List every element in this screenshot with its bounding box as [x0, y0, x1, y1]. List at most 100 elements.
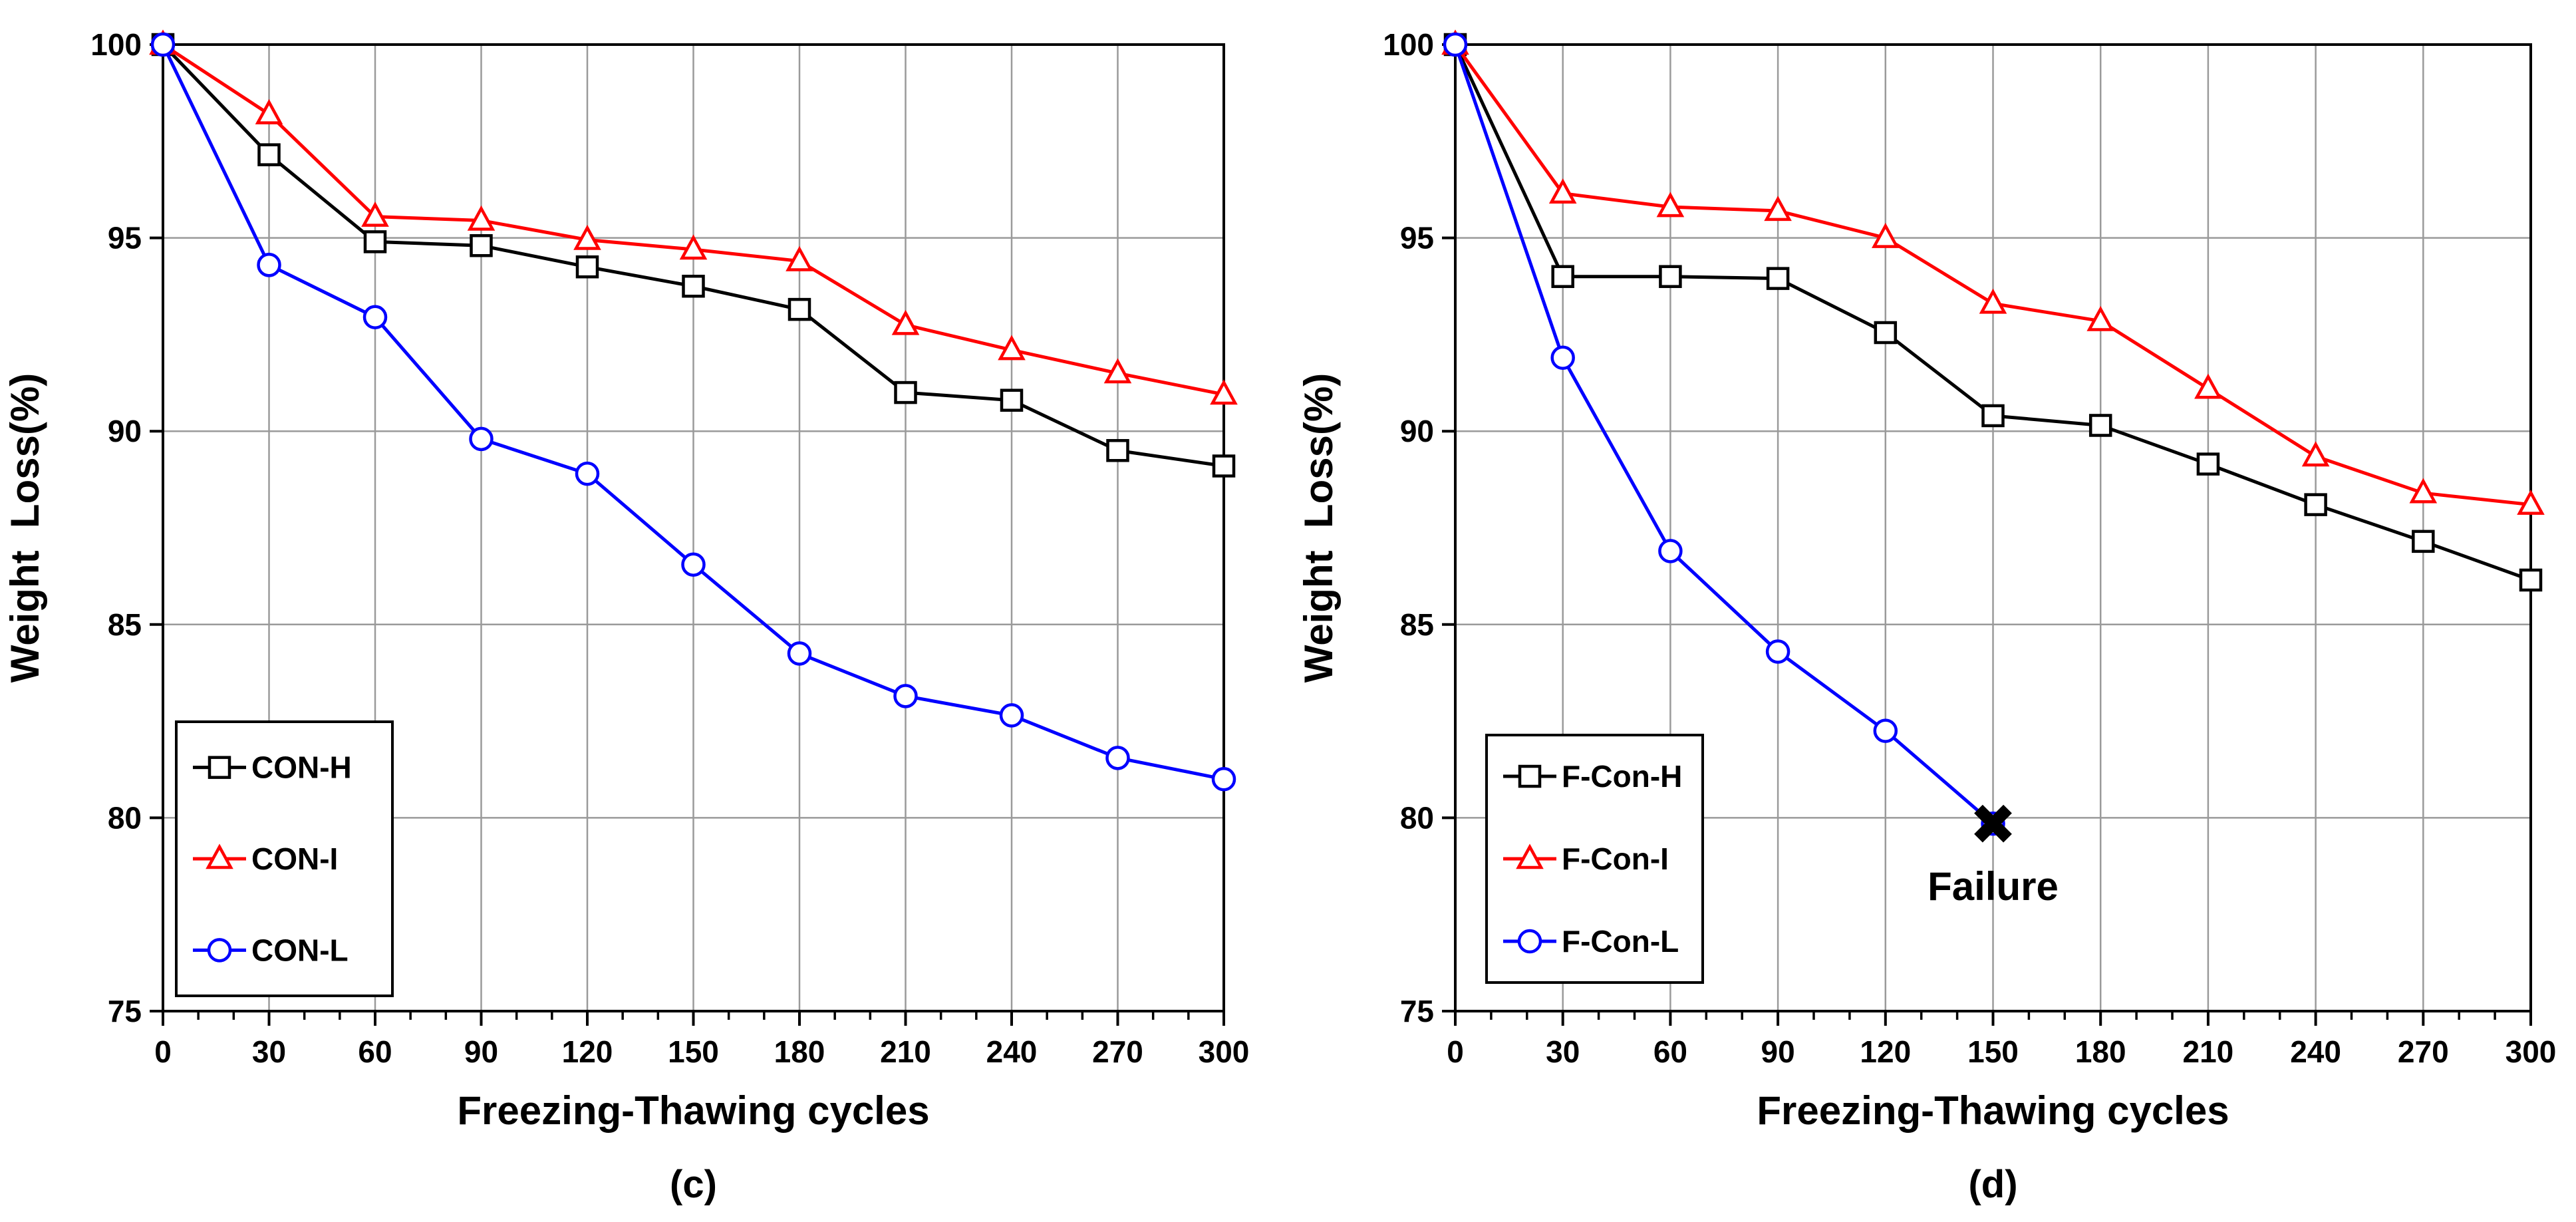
x-tick-label: 30 — [1546, 1034, 1580, 1069]
data-point — [1443, 32, 1468, 57]
data-point — [575, 255, 599, 279]
data-point — [1874, 321, 1898, 345]
y-tick-label: 100 — [90, 27, 142, 62]
data-point — [1764, 196, 1792, 222]
data-point — [2086, 305, 2114, 331]
x-tick-label: 0 — [154, 1034, 172, 1069]
x-tick-label: 150 — [1967, 1034, 2019, 1069]
x-tick-label: 120 — [1860, 1034, 1911, 1069]
panel-label: (d) — [1968, 1163, 2017, 1206]
data-point — [1212, 454, 1236, 478]
failure-annotation: Failure — [1928, 804, 2059, 909]
y-axis-title: Weight Loss(%) — [3, 373, 47, 683]
x-axis-title: Freezing-Thawing cycles — [1757, 1088, 2229, 1133]
x-tick-label: 300 — [1199, 1034, 1250, 1069]
data-point — [1103, 358, 1132, 384]
y-tick-label: 85 — [1400, 607, 1434, 642]
data-point — [2196, 452, 2220, 476]
legend: CON-H CON-I CON-L — [175, 720, 394, 997]
data-point — [999, 703, 1024, 728]
data-point — [1211, 767, 1236, 792]
legend-label: F-Con-H — [1562, 759, 1682, 794]
series-con-i — [149, 29, 1238, 405]
y-tick-label: 75 — [108, 994, 142, 1028]
data-point — [2304, 493, 2327, 516]
x-tick-label: 0 — [1447, 1034, 1464, 1069]
legend-label: CON-H — [251, 750, 352, 785]
x-tick-label: 180 — [774, 1034, 825, 1069]
x-tick-label: 60 — [1653, 1034, 1687, 1069]
data-point — [363, 230, 387, 253]
data-point — [362, 305, 388, 329]
x-tick-label: 30 — [252, 1034, 286, 1069]
data-point — [787, 641, 812, 666]
y-tick-label: 90 — [108, 414, 142, 448]
data-point — [1656, 192, 1685, 218]
data-point — [469, 426, 494, 452]
data-point — [1000, 388, 1024, 412]
data-point — [787, 297, 811, 321]
data-point — [1659, 265, 1682, 288]
series-line — [1453, 44, 1995, 826]
data-point — [150, 32, 176, 57]
data-point — [257, 143, 281, 166]
data-point — [679, 234, 708, 260]
y-tick-label: 100 — [1383, 27, 1434, 62]
series-con-h — [151, 33, 1236, 478]
data-point — [470, 233, 493, 257]
data-point — [1551, 265, 1574, 288]
data-point — [1658, 539, 1683, 563]
data-point — [2194, 373, 2222, 399]
x-tick-label: 90 — [464, 1034, 498, 1069]
legend-marker — [1516, 843, 1544, 869]
data-point — [786, 245, 813, 271]
chart-panel-1: 0 30 60 90 120 150 180 210 240 270 300 75 80 85 90 95 10… — [1296, 27, 2556, 1206]
data-point — [891, 309, 920, 335]
y-tick-label: 95 — [108, 221, 142, 255]
y-tick-label: 95 — [1400, 221, 1434, 255]
x-axis-title: Freezing-Thawing cycles — [457, 1088, 929, 1133]
data-point — [1981, 404, 2005, 428]
x-tick-label: 240 — [986, 1034, 1038, 1069]
data-point — [682, 275, 705, 298]
data-point — [1872, 222, 1900, 248]
data-point — [2517, 489, 2545, 515]
legend: F-Con-H F-Con-I F-Con-L — [1485, 734, 1704, 984]
data-point — [575, 461, 600, 486]
x-tick-label: 270 — [1092, 1034, 1143, 1069]
data-point — [573, 224, 601, 250]
y-tick-label: 80 — [108, 800, 142, 835]
legend-marker — [207, 938, 232, 963]
data-point — [2412, 530, 2435, 553]
data-point — [998, 335, 1026, 361]
x-tick-label: 60 — [358, 1034, 392, 1069]
series-f-con-l — [1443, 32, 2005, 836]
x-tick-label: 90 — [1761, 1034, 1795, 1069]
x-tick-label: 210 — [2183, 1034, 2234, 1069]
data-point — [1106, 439, 1129, 462]
series-con-l — [150, 32, 1236, 792]
legend-marker — [1517, 929, 1542, 954]
data-point — [1765, 639, 1790, 664]
data-point — [893, 684, 918, 708]
y-tick-label: 75 — [1400, 994, 1434, 1028]
legend-label: F-Con-I — [1562, 841, 1669, 876]
data-point — [681, 552, 706, 577]
data-point — [1979, 288, 2007, 314]
legend-marker — [1518, 764, 1542, 788]
legend-label: CON-L — [251, 933, 349, 967]
data-point — [257, 253, 281, 277]
y-tick-label: 80 — [1400, 800, 1434, 835]
failure-label: Failure — [1928, 864, 2059, 909]
data-point — [894, 381, 917, 404]
x-tick-label: 240 — [2290, 1034, 2341, 1069]
x-tick-label: 150 — [668, 1034, 719, 1069]
data-point — [1766, 267, 1790, 290]
data-point — [2088, 414, 2112, 437]
legend-label: F-Con-L — [1562, 924, 1679, 959]
failure-x-icon — [1974, 804, 2012, 843]
data-point — [1548, 178, 1577, 204]
series-f-con-i — [1441, 29, 2545, 515]
y-axis-title: Weight Loss(%) — [1296, 373, 1341, 683]
